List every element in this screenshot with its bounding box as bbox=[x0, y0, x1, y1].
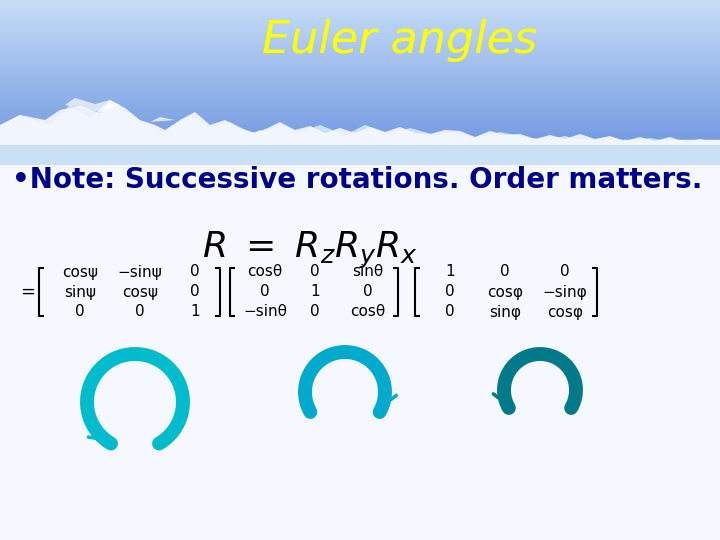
Bar bbox=[0, 142, 720, 145]
Bar bbox=[0, 17, 720, 21]
Text: 0: 0 bbox=[363, 285, 373, 300]
Bar bbox=[0, 116, 720, 119]
Bar bbox=[0, 81, 720, 84]
Bar bbox=[0, 61, 720, 64]
Text: 0: 0 bbox=[310, 305, 320, 320]
Polygon shape bbox=[0, 100, 720, 165]
Bar bbox=[0, 49, 720, 52]
Bar bbox=[0, 21, 720, 23]
Text: −sinφ: −sinφ bbox=[543, 285, 588, 300]
Text: cosθ: cosθ bbox=[248, 265, 283, 280]
Bar bbox=[0, 0, 720, 3]
Text: −sinθ: −sinθ bbox=[243, 305, 287, 320]
Bar bbox=[0, 90, 720, 93]
Bar bbox=[0, 46, 720, 49]
Bar bbox=[0, 84, 720, 87]
Bar bbox=[0, 55, 720, 58]
Text: $R\ =\ R_z R_y R_x$: $R\ =\ R_z R_y R_x$ bbox=[202, 230, 418, 271]
Text: 0: 0 bbox=[75, 305, 85, 320]
Text: sinψ: sinψ bbox=[64, 285, 96, 300]
Bar bbox=[0, 26, 720, 29]
Bar bbox=[0, 72, 720, 76]
Text: cosψ: cosψ bbox=[122, 285, 158, 300]
Text: cosφ: cosφ bbox=[487, 285, 523, 300]
Bar bbox=[0, 44, 720, 46]
Bar bbox=[0, 15, 720, 17]
Text: 0: 0 bbox=[500, 265, 510, 280]
Text: 0: 0 bbox=[260, 285, 270, 300]
Bar bbox=[0, 127, 720, 131]
Bar bbox=[0, 29, 720, 32]
Bar bbox=[0, 136, 720, 139]
Text: 0: 0 bbox=[190, 265, 200, 280]
Text: 0: 0 bbox=[445, 285, 455, 300]
Polygon shape bbox=[0, 100, 720, 145]
Bar bbox=[0, 119, 720, 122]
Bar bbox=[0, 78, 720, 81]
Bar bbox=[0, 102, 720, 104]
Text: 0: 0 bbox=[190, 285, 200, 300]
Bar bbox=[0, 52, 720, 55]
Bar bbox=[0, 131, 720, 133]
Bar bbox=[0, 87, 720, 90]
Polygon shape bbox=[65, 98, 120, 112]
Text: sinθ: sinθ bbox=[352, 265, 384, 280]
Text: cosθ: cosθ bbox=[351, 305, 386, 320]
Text: 1: 1 bbox=[445, 265, 455, 280]
Bar bbox=[0, 9, 720, 11]
Bar bbox=[0, 110, 720, 113]
Bar bbox=[0, 133, 720, 136]
Bar bbox=[0, 64, 720, 67]
Text: 0: 0 bbox=[560, 265, 570, 280]
Bar bbox=[0, 140, 720, 540]
Text: cosψ: cosψ bbox=[62, 265, 98, 280]
Bar bbox=[0, 99, 720, 102]
Text: −sinψ: −sinψ bbox=[117, 265, 163, 280]
Bar bbox=[0, 125, 720, 127]
Bar bbox=[0, 67, 720, 70]
Text: •Note: Successive rotations. Order matters.: •Note: Successive rotations. Order matte… bbox=[12, 166, 703, 194]
Bar bbox=[0, 23, 720, 26]
Text: =: = bbox=[20, 283, 35, 301]
Bar bbox=[0, 11, 720, 15]
Polygon shape bbox=[150, 117, 175, 122]
Text: 1: 1 bbox=[310, 285, 320, 300]
Bar bbox=[0, 107, 720, 110]
Bar bbox=[0, 104, 720, 107]
Bar bbox=[0, 122, 720, 125]
Text: 0: 0 bbox=[445, 305, 455, 320]
Text: 1: 1 bbox=[190, 305, 200, 320]
Bar bbox=[0, 32, 720, 35]
Bar bbox=[0, 139, 720, 142]
Bar bbox=[0, 40, 720, 44]
Bar bbox=[0, 58, 720, 61]
Bar bbox=[0, 93, 720, 96]
Text: sinφ: sinφ bbox=[489, 305, 521, 320]
Polygon shape bbox=[250, 130, 270, 134]
Bar bbox=[0, 113, 720, 116]
Bar bbox=[0, 6, 720, 9]
Bar bbox=[0, 38, 720, 40]
Text: 0: 0 bbox=[310, 265, 320, 280]
Bar bbox=[0, 70, 720, 72]
Text: Euler angles: Euler angles bbox=[262, 18, 538, 62]
Bar bbox=[0, 96, 720, 99]
Text: 0: 0 bbox=[135, 305, 145, 320]
Bar bbox=[0, 35, 720, 38]
Bar bbox=[0, 3, 720, 6]
Text: cosφ: cosφ bbox=[547, 305, 583, 320]
Bar bbox=[0, 76, 720, 78]
